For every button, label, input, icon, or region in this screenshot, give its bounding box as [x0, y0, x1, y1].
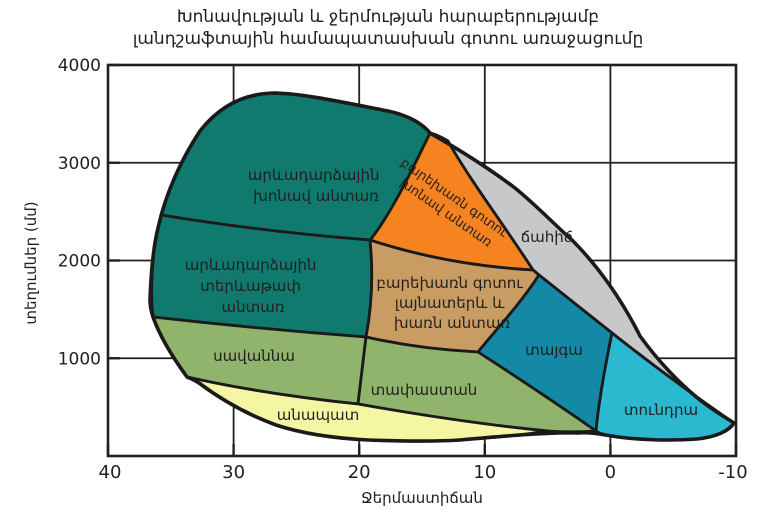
y-axis-label: տեղումներ (մմ) — [22, 201, 40, 324]
y-tick-4000: 4000 — [58, 56, 101, 76]
y-tick-labels: 4000 3000 2000 1000 — [58, 56, 101, 369]
x-tick-30: 30 — [222, 462, 245, 483]
y-tick-2000: 2000 — [58, 252, 101, 272]
label-swamp: ճահիճ — [521, 228, 574, 246]
x-tick-labels: 40 30 20 10 0 -10 — [99, 462, 748, 483]
x-tick--10: -10 — [718, 462, 747, 483]
x-tick-0: 0 — [605, 462, 616, 483]
label-tropical-humid-forest: արևադարձային խոնավ անտառ — [248, 166, 385, 205]
chart-title-line1: Խոնավության և ջերմության հարաբերությամբ — [177, 7, 599, 27]
x-tick-20: 20 — [348, 462, 371, 483]
biome-blob-outline — [148, 91, 736, 443]
tick-marks — [106, 63, 738, 456]
region-labels: արևադարձային խոնավ անտառ արևադարձային տե… — [185, 155, 698, 424]
chart-title-line2: լանդշաֆտային համապատասխան գոտու առաջացու… — [133, 29, 643, 49]
region-tundra — [594, 331, 736, 442]
y-tick-1000: 1000 — [58, 349, 101, 369]
label-steppe: տափաստան — [371, 381, 478, 399]
biome-regions — [148, 91, 736, 443]
label-desert: անապատ — [277, 406, 360, 424]
label-tundra: տունդրա — [624, 401, 698, 419]
x-axis-label: Ջերմաստիճան — [361, 489, 483, 507]
label-taiga: տայգա — [525, 341, 583, 359]
label-tropical-deciduous-forest: արևադարձային տերևաթափ անտառ — [185, 256, 322, 316]
y-tick-3000: 3000 — [58, 154, 101, 174]
label-savanna: սավաննա — [213, 347, 295, 365]
label-temperate-broadleaf-mixed-forest: բարեխառն գոտու լայնատերև և խառն անտառ — [376, 274, 527, 332]
x-tick-40: 40 — [99, 462, 122, 483]
x-tick-10: 10 — [473, 462, 496, 483]
